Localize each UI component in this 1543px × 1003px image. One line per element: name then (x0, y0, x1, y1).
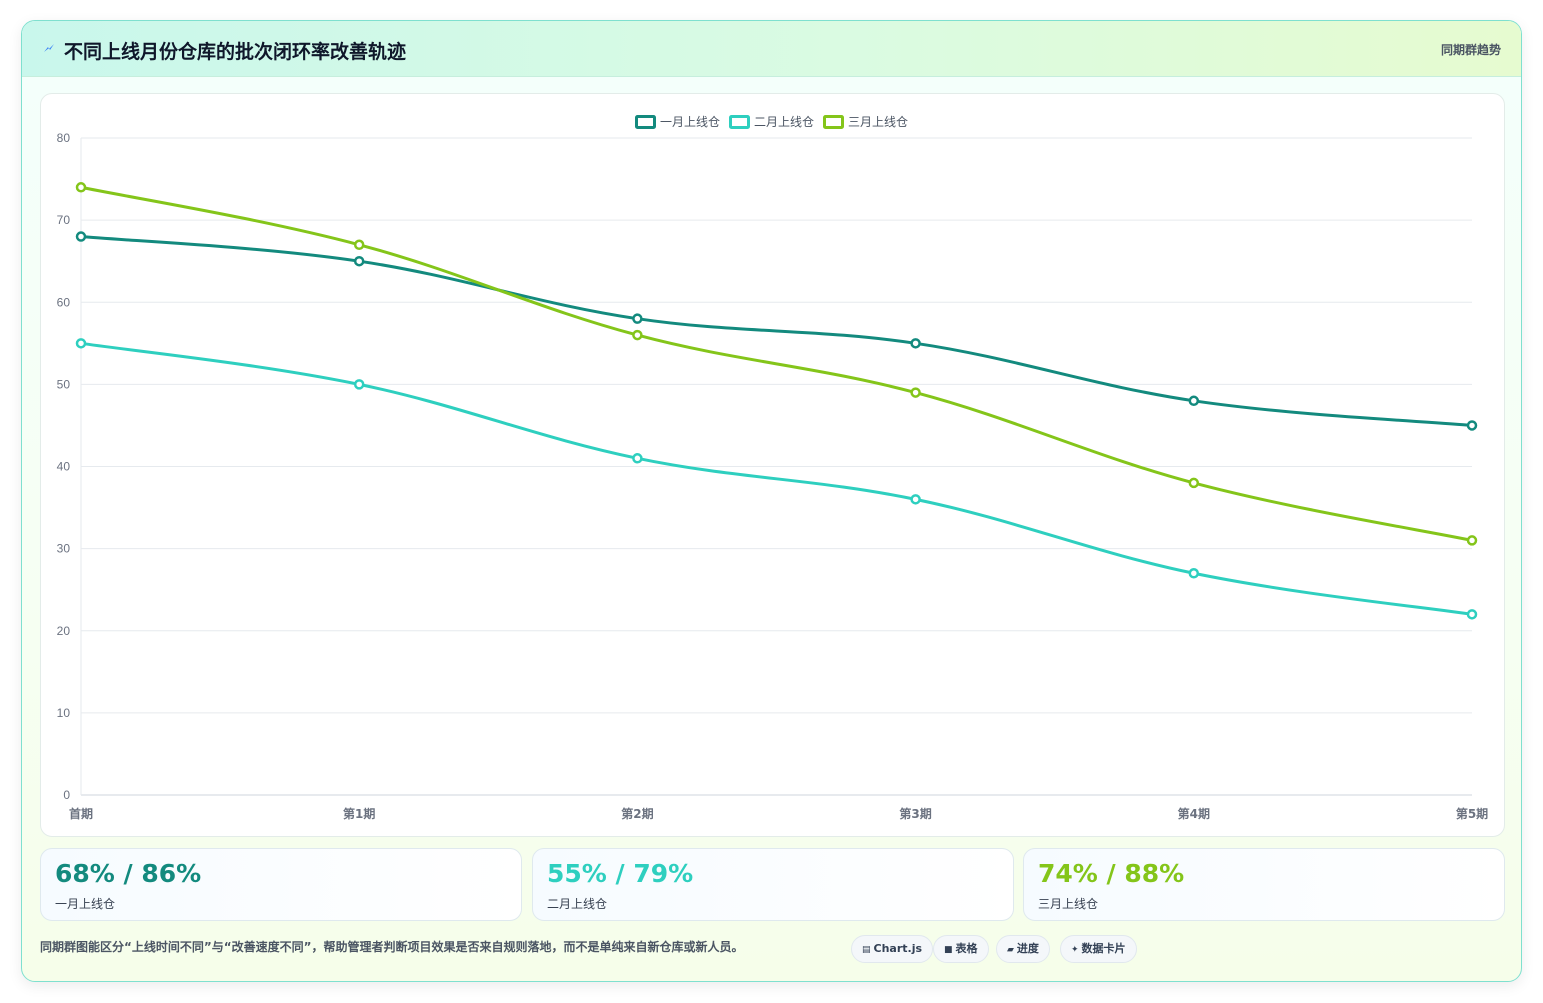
cohort-trend-tag: 同期群趋势 (1440, 43, 1501, 57)
y-tick-label: 40 (57, 460, 71, 474)
chart-icon: ▤ (862, 945, 871, 955)
data-point (1466, 535, 1478, 546)
data-point (632, 313, 643, 324)
data-point (353, 379, 365, 390)
card-icon: ✦ (1071, 945, 1079, 955)
y-tick-label: 50 (57, 377, 71, 391)
x-tick-label: 第3期 (899, 806, 931, 821)
progress-icon: ▰ (1007, 945, 1014, 955)
chip-progress[interactable]: ▰ 进度 (996, 935, 1050, 963)
stat-value: 55% / 79% (547, 859, 694, 888)
legend-swatch (729, 115, 750, 129)
x-tick-label: 第1期 (343, 806, 375, 821)
chip-label: 进度 (1016, 942, 1039, 955)
data-point (910, 494, 921, 505)
stat-label: 二月上线仓 (547, 897, 608, 911)
data-point (1188, 477, 1200, 489)
y-tick-label: 0 (63, 788, 70, 802)
stat-card-january: 68% / 86% 一月上线仓 (40, 848, 522, 921)
panel-header: 不同上线月份仓库的批次闭环率改善轨迹 同期群趋势 (22, 21, 1521, 77)
x-tick-label: 第4期 (1178, 806, 1210, 821)
data-point (1466, 609, 1478, 620)
chart-title: 不同上线月份仓库的批次闭环率改善轨迹 (64, 41, 407, 63)
data-point (910, 338, 921, 349)
data-point (75, 338, 87, 349)
y-tick-label: 30 (57, 542, 71, 556)
chip-label: Chart.js (873, 942, 923, 955)
series-line (80, 341, 1473, 616)
y-tick-label: 20 (57, 624, 71, 638)
data-point (75, 182, 87, 193)
stat-label: 一月上线仓 (55, 897, 116, 911)
cohort-panel: 不同上线月份仓库的批次闭环率改善轨迹 同期群趋势 0 10 20 30 40 50 60 70… (21, 20, 1522, 982)
legend-label: 二月上线仓 (754, 115, 814, 129)
data-point (910, 387, 921, 398)
series-line (80, 235, 1473, 427)
lightning-icon (44, 44, 54, 52)
legend-label: 三月上线仓 (848, 115, 908, 129)
stat-card-february: 55% / 79% 二月上线仓 (532, 848, 1014, 921)
stat-card-march: 74% / 88% 三月上线仓 (1023, 848, 1505, 921)
chip-table[interactable]: ■ 表格 (933, 935, 989, 963)
data-point (75, 231, 87, 242)
line-chart: 0 10 20 30 40 50 60 70 80 首期 第1期 第2期 第3期 第4期 第5期 一月上线仓 二… (57, 115, 1488, 821)
data-point (632, 453, 643, 464)
legend-swatch (823, 115, 844, 129)
x-tick-label: 第2期 (621, 806, 653, 821)
data-point (1466, 420, 1478, 431)
legend-label: 一月上线仓 (660, 115, 720, 129)
chart-card: 0 10 20 30 40 50 60 70 80 首期 第1期 第2期 第3期 第4期 第5期 一月上线仓 二… (40, 93, 1505, 837)
legend-swatch (635, 115, 656, 129)
stat-label: 三月上线仓 (1038, 897, 1099, 911)
x-tick-label: 第5期 (1456, 806, 1488, 821)
y-tick-label: 80 (57, 131, 71, 145)
series-line (80, 185, 1473, 542)
data-point (353, 239, 365, 251)
data-point (1188, 568, 1200, 579)
stat-value: 74% / 88% (1038, 859, 1185, 888)
data-point (353, 255, 365, 267)
stat-value: 68% / 86% (55, 859, 202, 888)
chip-label: 数据卡片 (1081, 942, 1126, 955)
x-tick-label: 首期 (69, 806, 93, 821)
chip-label: 表格 (955, 942, 978, 955)
y-tick-label: 70 (57, 213, 71, 227)
data-point (632, 329, 643, 341)
table-icon: ■ (944, 945, 953, 955)
y-tick-label: 10 (57, 706, 71, 720)
chip-data-card[interactable]: ✦ 数据卡片 (1060, 935, 1137, 963)
chip-chartjs[interactable]: ▤ Chart.js (851, 935, 934, 963)
y-tick-label: 60 (57, 295, 71, 309)
footnote: 同期群图能区分“上线时间不同”与“改善速度不同”，帮助管理者判断项目效果是否来自… (40, 940, 744, 954)
data-point (1188, 395, 1200, 407)
